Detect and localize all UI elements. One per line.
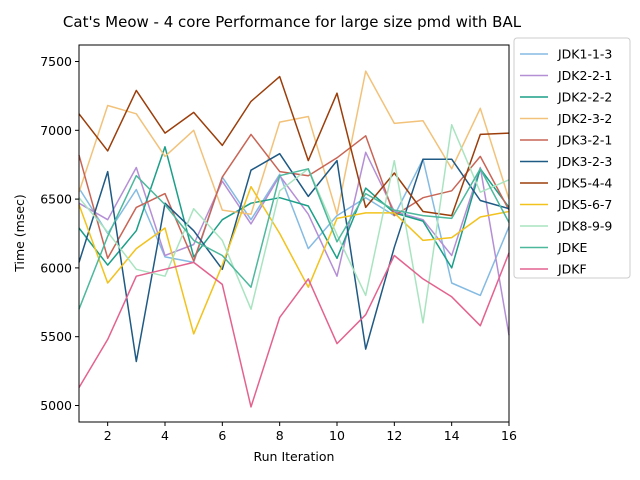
legend-label: JDK2-2-1 <box>557 68 612 83</box>
legend-label: JDK1-1-3 <box>557 47 612 62</box>
x-tick-label: 10 <box>329 428 345 443</box>
legend: JDK1-1-3 JDK2-2-1 JDK2-2-2 JDK2-3-2 JDK3-2-1… <box>513 37 631 279</box>
series-line-jdke <box>78 168 510 310</box>
legend-label: JDKE <box>557 240 588 255</box>
x-tick-label: 16 <box>501 428 517 443</box>
series-line-jdk2-2-2 <box>78 146 510 269</box>
series-line-jdk2-2-1 <box>78 151 510 336</box>
x-tick-label: 12 <box>386 428 402 443</box>
series-line-jdk3-2-1 <box>78 133 510 262</box>
legend-label: JDK2-2-2 <box>557 90 612 105</box>
x-tick-label: 6 <box>218 428 226 443</box>
x-tick-label: 8 <box>276 428 284 443</box>
x-axis: 2 4 6 8 10 12 14 16 <box>104 422 517 443</box>
y-tick-label: 7000 <box>40 123 72 138</box>
y-tick-label: 5500 <box>40 329 72 344</box>
series-line-jdk3-2-3 <box>78 152 510 363</box>
legend-label: JDK8-9-9 <box>557 219 612 234</box>
y-tick-label: 5000 <box>40 398 72 413</box>
x-tick-label: 4 <box>161 428 169 443</box>
x-tick-label: 2 <box>104 428 112 443</box>
legend-label: JDK3-2-3 <box>557 154 612 169</box>
legend-label: JDKF <box>557 262 587 277</box>
y-tick-label: 7500 <box>40 54 72 69</box>
y-tick-label: 6500 <box>40 192 72 207</box>
y-axis: 5000 5500 6000 6500 7000 7500 <box>40 54 79 413</box>
legend-label: JDK3-2-1 <box>557 133 612 148</box>
y-axis-label: Time (msec) <box>12 194 27 273</box>
legend-frame <box>513 37 631 279</box>
legend-label: JDK5-4-4 <box>557 176 612 191</box>
plot-lines <box>78 70 510 408</box>
chart-title: Cat's Meow - 4 core Performance for larg… <box>63 13 522 31</box>
legend-label: JDK5-6-7 <box>557 197 612 212</box>
series-line-jdkf <box>78 252 510 408</box>
x-axis-label: Run Iteration <box>254 449 335 464</box>
y-tick-label: 6000 <box>40 260 72 275</box>
series-line-jdk5-6-7 <box>78 185 510 335</box>
plot-frame <box>78 44 510 423</box>
legend-items: JDK1-1-3 JDK2-2-1 JDK2-2-2 JDK2-3-2 JDK3-2-1… <box>520 47 612 277</box>
series-line-jdk5-4-4 <box>78 75 510 217</box>
legend-label: JDK2-3-2 <box>557 111 612 126</box>
x-tick-label: 14 <box>444 428 460 443</box>
